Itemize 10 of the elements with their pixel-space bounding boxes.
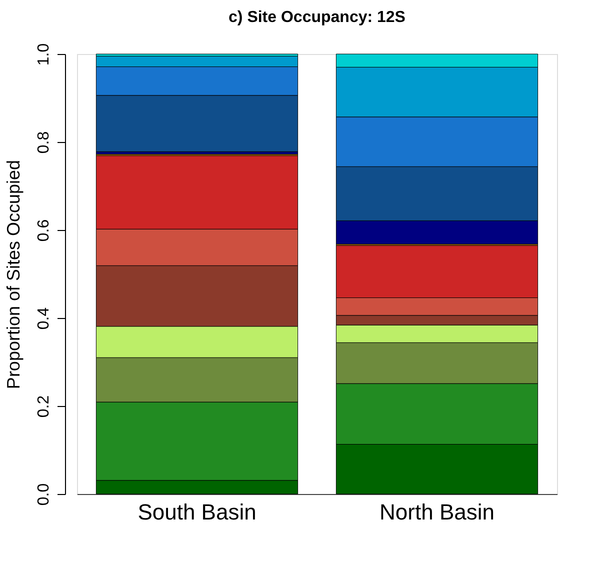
y-tick-label: 0.0	[36, 483, 52, 506]
y-tick-label: 0.8	[36, 131, 52, 154]
x-tick-label: South Basin	[138, 500, 256, 524]
y-axis-title: Proportion of Sites Occupied	[4, 160, 24, 390]
y-tick-label: 0.6	[36, 219, 52, 242]
y-tick-label: 0.4	[36, 307, 52, 330]
y-tick-label: 1.0	[36, 43, 52, 66]
y-tick-label: 0.2	[36, 395, 52, 418]
x-tick-label: North Basin	[380, 500, 494, 524]
chart-title: c) Site Occupancy: 12S	[228, 8, 406, 26]
